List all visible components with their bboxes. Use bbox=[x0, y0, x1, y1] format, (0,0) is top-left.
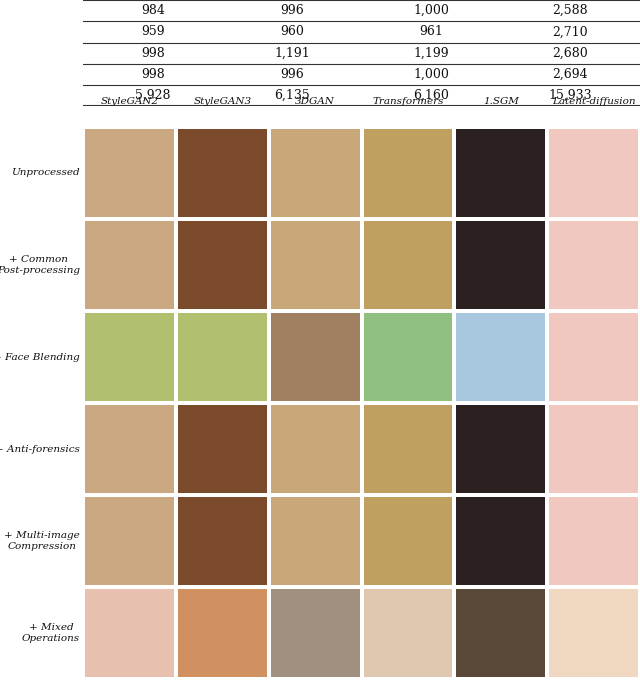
Text: 5,928: 5,928 bbox=[135, 89, 170, 102]
Text: + Common
Post-processing: + Common Post-processing bbox=[0, 255, 80, 274]
Text: 3DGAN: 3DGAN bbox=[295, 97, 335, 106]
Text: 961: 961 bbox=[419, 25, 443, 38]
Text: 996: 996 bbox=[280, 68, 304, 81]
Text: 15,933: 15,933 bbox=[548, 89, 592, 102]
Text: StyleGAN2: StyleGAN2 bbox=[100, 97, 159, 106]
Text: 996: 996 bbox=[280, 4, 304, 17]
Text: Transformers: Transformers bbox=[372, 97, 444, 106]
Text: 2,694: 2,694 bbox=[552, 68, 588, 81]
Text: 2,680: 2,680 bbox=[552, 47, 588, 60]
Text: 2,710: 2,710 bbox=[552, 25, 588, 38]
Text: 1,199: 1,199 bbox=[413, 47, 449, 60]
Text: 1,000: 1,000 bbox=[413, 4, 449, 17]
Text: 1.SGM: 1.SGM bbox=[483, 97, 519, 106]
Text: Unprocessed: Unprocessed bbox=[12, 169, 80, 178]
Text: + Mixed
Operations: + Mixed Operations bbox=[22, 624, 80, 643]
Text: + Face Blending: + Face Blending bbox=[0, 353, 80, 362]
Text: + Multi-image
Compression: + Multi-image Compression bbox=[4, 532, 80, 551]
Text: 6,135: 6,135 bbox=[274, 89, 310, 102]
Text: 960: 960 bbox=[280, 25, 304, 38]
Text: 1,191: 1,191 bbox=[274, 47, 310, 60]
Text: 2,588: 2,588 bbox=[552, 4, 588, 17]
Text: 959: 959 bbox=[141, 25, 164, 38]
Text: 6,160: 6,160 bbox=[413, 89, 449, 102]
Text: 998: 998 bbox=[141, 47, 164, 60]
Text: + Anti-forensics: + Anti-forensics bbox=[0, 445, 80, 453]
Text: Latent-diffusion: Latent-diffusion bbox=[552, 97, 636, 106]
Text: StyleGAN3: StyleGAN3 bbox=[193, 97, 252, 106]
Text: 984: 984 bbox=[141, 4, 164, 17]
Text: 998: 998 bbox=[141, 68, 164, 81]
Text: 1,000: 1,000 bbox=[413, 68, 449, 81]
